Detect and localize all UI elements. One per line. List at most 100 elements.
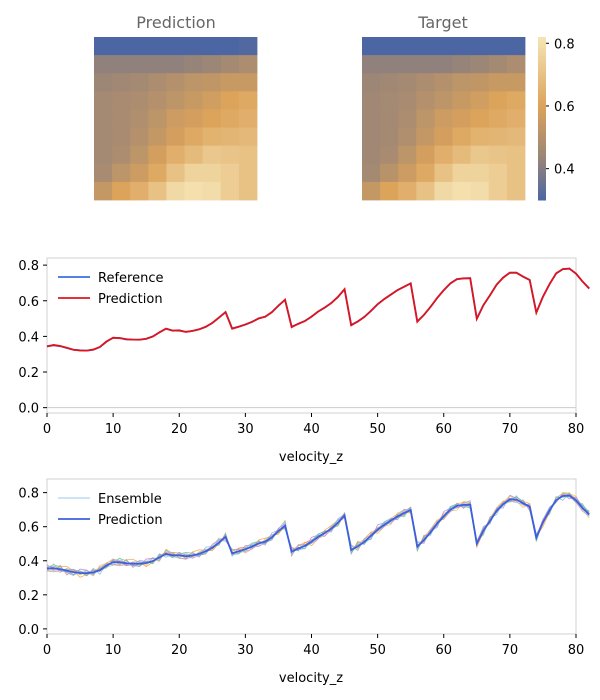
heatmap-cell [506,145,526,165]
heatmap-cell [362,37,381,56]
y-tick-label: 0.2 [18,366,39,381]
colorbar-segment [538,170,546,174]
x-tick-label: 30 [237,422,254,437]
heatmap-cell [416,127,435,147]
heatmap-cell [398,163,417,183]
heatmap-cell [166,91,185,110]
colorbar-segment [538,58,546,62]
colorbar-segment [538,118,546,122]
heatmap-cell [470,37,490,56]
colorbar-segment [538,94,546,98]
heatmap-cell [416,73,435,92]
colorbar-segment [538,126,546,130]
heatmap-cell [452,91,472,110]
x-tick-label: 10 [105,422,122,437]
heatmap-cell [380,55,399,74]
heatmap-cell [398,37,417,56]
heatmap-cell [184,73,204,92]
heatmap-cell [166,109,185,128]
heatmap-cell [506,55,526,74]
heatmap-cell [380,91,399,110]
heatmap-cell [238,37,258,56]
heatmap-cell [416,91,435,110]
heatmap-cell [94,91,113,110]
heatmap-cell [148,109,167,128]
colorbar-segment [538,129,546,133]
heatmap-cell [362,145,381,165]
heatmap-cell [434,109,453,128]
heatmap-cell [238,145,258,165]
heatmap-cell [202,37,222,56]
heatmap-cell [220,55,240,74]
heatmap-cell [148,181,167,201]
heatmap-cell [112,181,131,201]
heatmap-cell [488,163,508,183]
heatmap-cell [112,163,131,183]
heatmap-cell [362,127,381,147]
colorbar-segment [538,96,546,100]
heatmap-cell [166,55,185,74]
ensemble-prediction-line [46,494,590,575]
heatmap-cell [470,181,490,201]
heatmap-cell [184,37,204,56]
colorbar-segment [538,69,546,73]
colorbar-segment [538,56,546,60]
heatmap-cell [238,91,258,110]
heatmap-cell [452,73,472,92]
heatmap-cell [220,145,240,165]
colorbar-segment [538,102,546,106]
colorbar-segment [538,77,546,81]
heatmap-cell [470,73,490,92]
x-tick-label: 0 [43,643,51,658]
y-tick-label: 0.0 [18,623,39,638]
colorbar-segment [538,110,546,114]
colorbar-segment [538,153,546,158]
colorbar-segment [538,42,546,46]
colorbar-segment [538,75,546,79]
heatmap-cell [488,145,508,165]
heatmap-cell [416,163,435,183]
x-tick-label: 50 [369,422,386,437]
colorbar-segment [538,115,546,119]
colorbar-segment [538,134,546,139]
heatmap-cell [434,55,453,74]
heatmap-cell [470,127,490,147]
heatmap-cell [380,73,399,92]
colorbar-segment [538,186,546,190]
heatmap-cell [220,181,240,201]
colorbar-segment [538,161,546,166]
heatmap-cell [380,145,399,165]
heatmap-cell [112,91,131,110]
colorbar: 0.4 0.6 0.8 [538,37,575,201]
colorbar-segment [538,85,546,90]
heatmap-cell [506,163,526,183]
heatmap-cell [166,145,185,165]
heatmap-cell [184,163,204,183]
heatmap-cell [398,55,417,74]
heatmap-cell [452,163,472,183]
heatmap-cell [470,163,490,183]
heatmap-cell [148,127,167,147]
colorbar-segment [538,107,546,111]
colorbar-segment [538,191,546,196]
heatmap-cell [416,181,435,201]
heatmap-cell [184,127,204,147]
colorbar-segment [538,91,546,95]
heatmap-cell [130,109,149,128]
heatmap-cell [470,55,490,74]
colorbar-segment [538,197,546,201]
heatmap-cell [380,109,399,128]
legend-ensemble-label: Ensemble [98,492,162,507]
heatmap-cell [398,109,417,128]
x-tick-label: 70 [502,422,519,437]
heatmap-cell [506,73,526,92]
heatmap-cell [184,145,204,165]
heatmap-cell [94,163,113,183]
heatmap-cell [398,181,417,201]
heatmap-cell [398,127,417,147]
colorbar-segment [538,175,546,179]
heatmap-cell [416,145,435,165]
heatmap-cell [452,181,472,201]
heatmap-cell [488,181,508,201]
heatmap-cell [112,73,131,92]
